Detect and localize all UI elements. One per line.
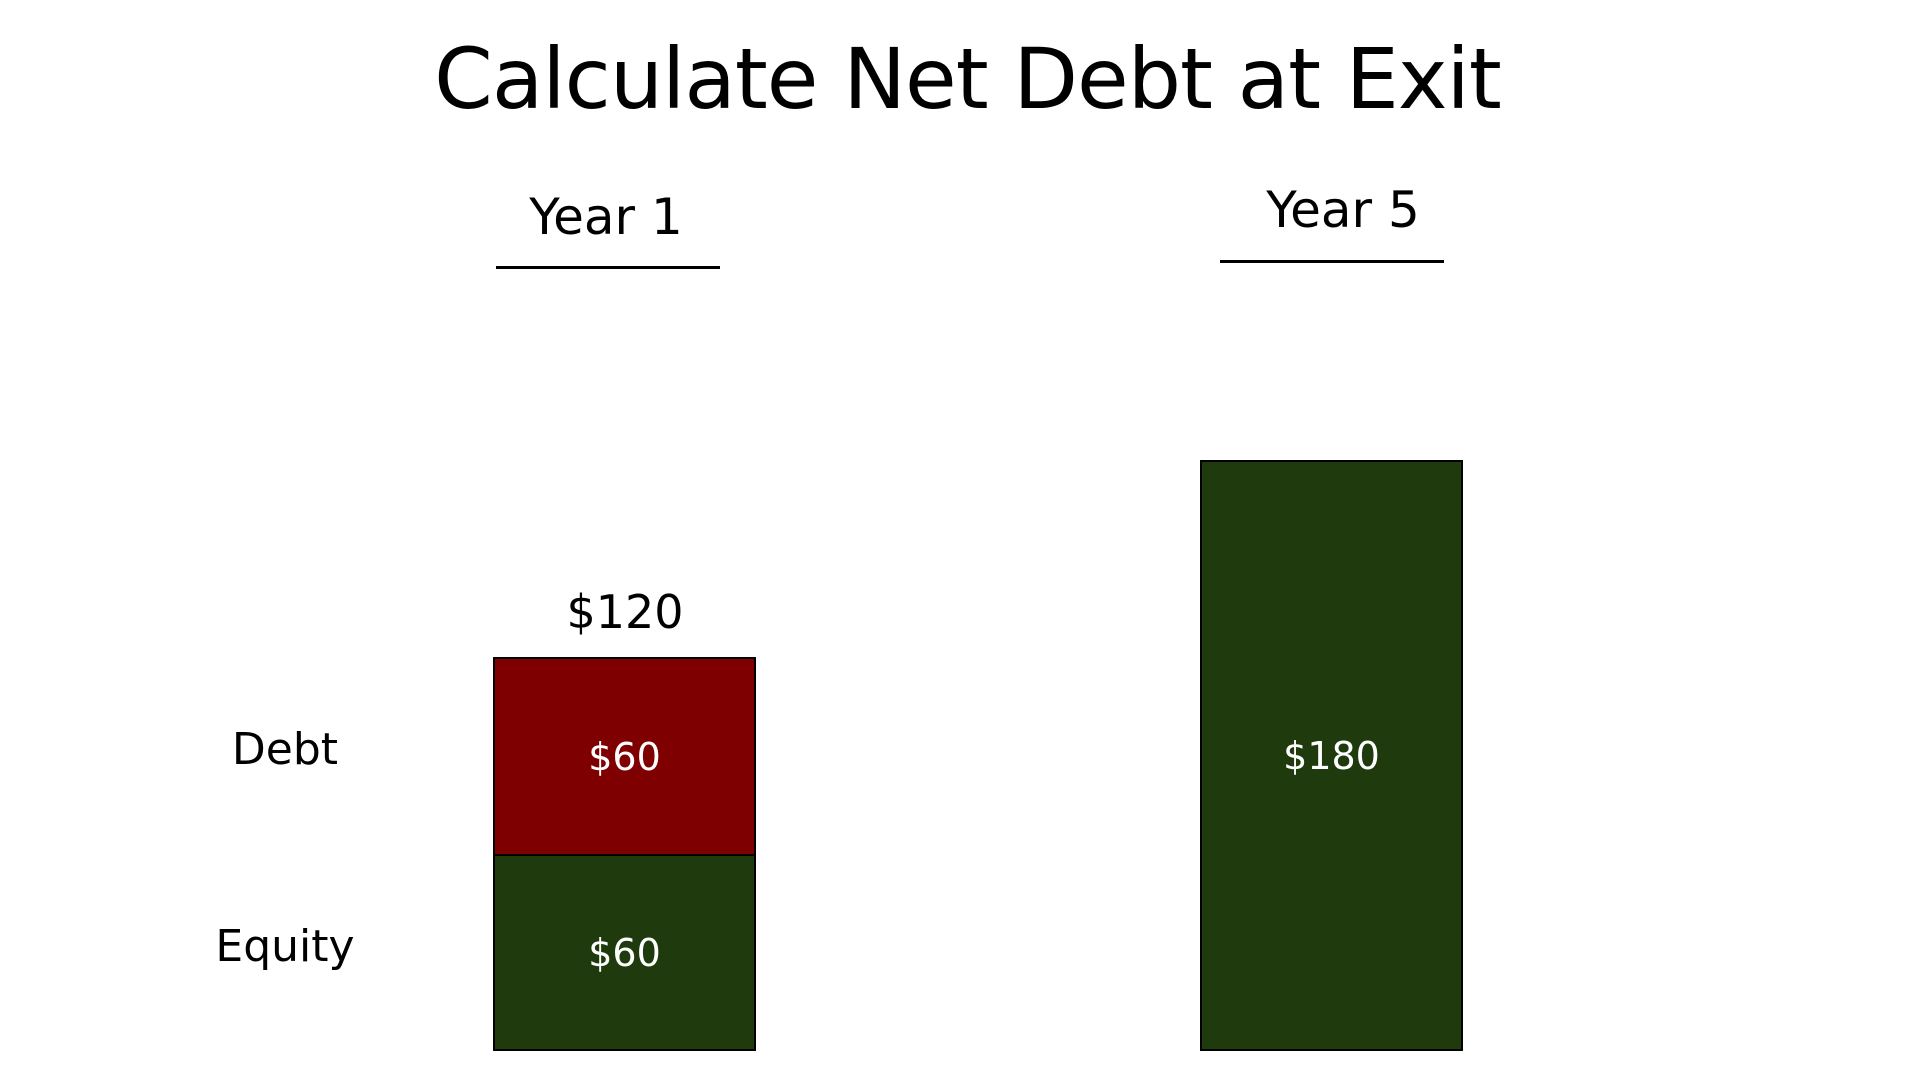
bar-value-label: $60 [588,734,661,779]
bar-value-label: $60 [588,930,661,975]
column-header-underline [1220,260,1444,263]
bar-debt-year-1: $60 [493,657,756,856]
column-header-underline [496,266,720,269]
column-header-year-5: Year 5 [1266,181,1420,239]
bar-equity-year-1: $60 [493,854,756,1051]
total-label-year-1: $120 [566,585,684,639]
row-label-debt: Debt [231,724,339,775]
row-label-equity: Equity [215,921,355,972]
bar-value-label: $180 [1283,733,1380,778]
bar-equity-year-5: $180 [1200,460,1463,1051]
page-title: Calculate Net Debt at Exit [434,30,1502,128]
column-header-year-1: Year 1 [529,188,683,246]
